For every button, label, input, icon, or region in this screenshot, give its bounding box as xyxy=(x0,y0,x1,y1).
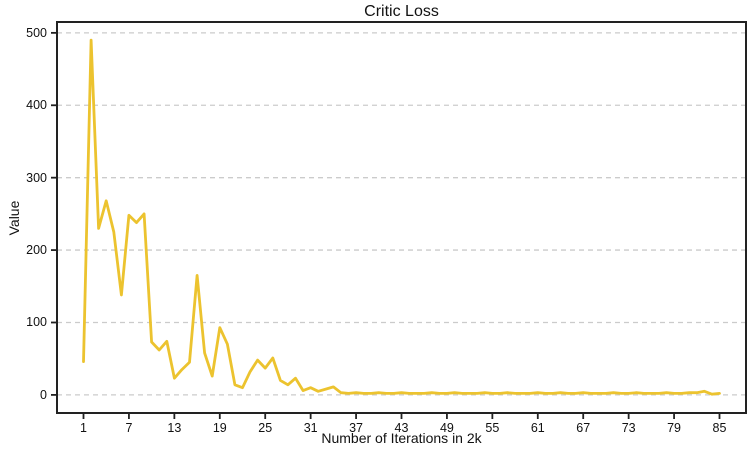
x-tick-label-13: 13 xyxy=(167,421,182,435)
x-tick-label-25: 25 xyxy=(258,421,273,435)
y-tick-label-100: 100 xyxy=(26,315,47,330)
x-tick-label-1: 1 xyxy=(80,421,87,435)
x-tick-label-37: 37 xyxy=(349,421,364,435)
x-axis-label: Number of Iterations in 2k xyxy=(321,430,482,446)
y-tick-label-400: 400 xyxy=(26,98,47,113)
x-tick-label-31: 31 xyxy=(303,421,318,435)
x-tick-label-85: 85 xyxy=(712,421,727,435)
y-axis-label: Value xyxy=(6,200,22,236)
x-tick-label-49: 49 xyxy=(439,421,454,435)
plot-border xyxy=(56,21,747,414)
x-tick-label-19: 19 xyxy=(212,421,227,435)
x-tick-label-55: 55 xyxy=(485,421,500,435)
gridlines xyxy=(57,32,746,396)
chart-title: Critic Loss xyxy=(364,3,439,20)
x-tick-label-73: 73 xyxy=(621,421,636,435)
x-tick-label-79: 79 xyxy=(667,421,682,435)
tick-marks xyxy=(51,31,721,419)
y-tick-label-500: 500 xyxy=(26,25,47,40)
x-tick-label-43: 43 xyxy=(394,421,409,435)
critic-loss-line xyxy=(82,38,721,396)
y-tick-label-300: 300 xyxy=(26,170,47,185)
x-tick-label-7: 7 xyxy=(125,421,133,435)
x-tick-label-67: 67 xyxy=(576,421,591,435)
y-tick-label-200: 200 xyxy=(26,243,47,258)
y-tick-label-0: 0 xyxy=(40,387,47,402)
x-tick-label-61: 61 xyxy=(530,421,545,435)
